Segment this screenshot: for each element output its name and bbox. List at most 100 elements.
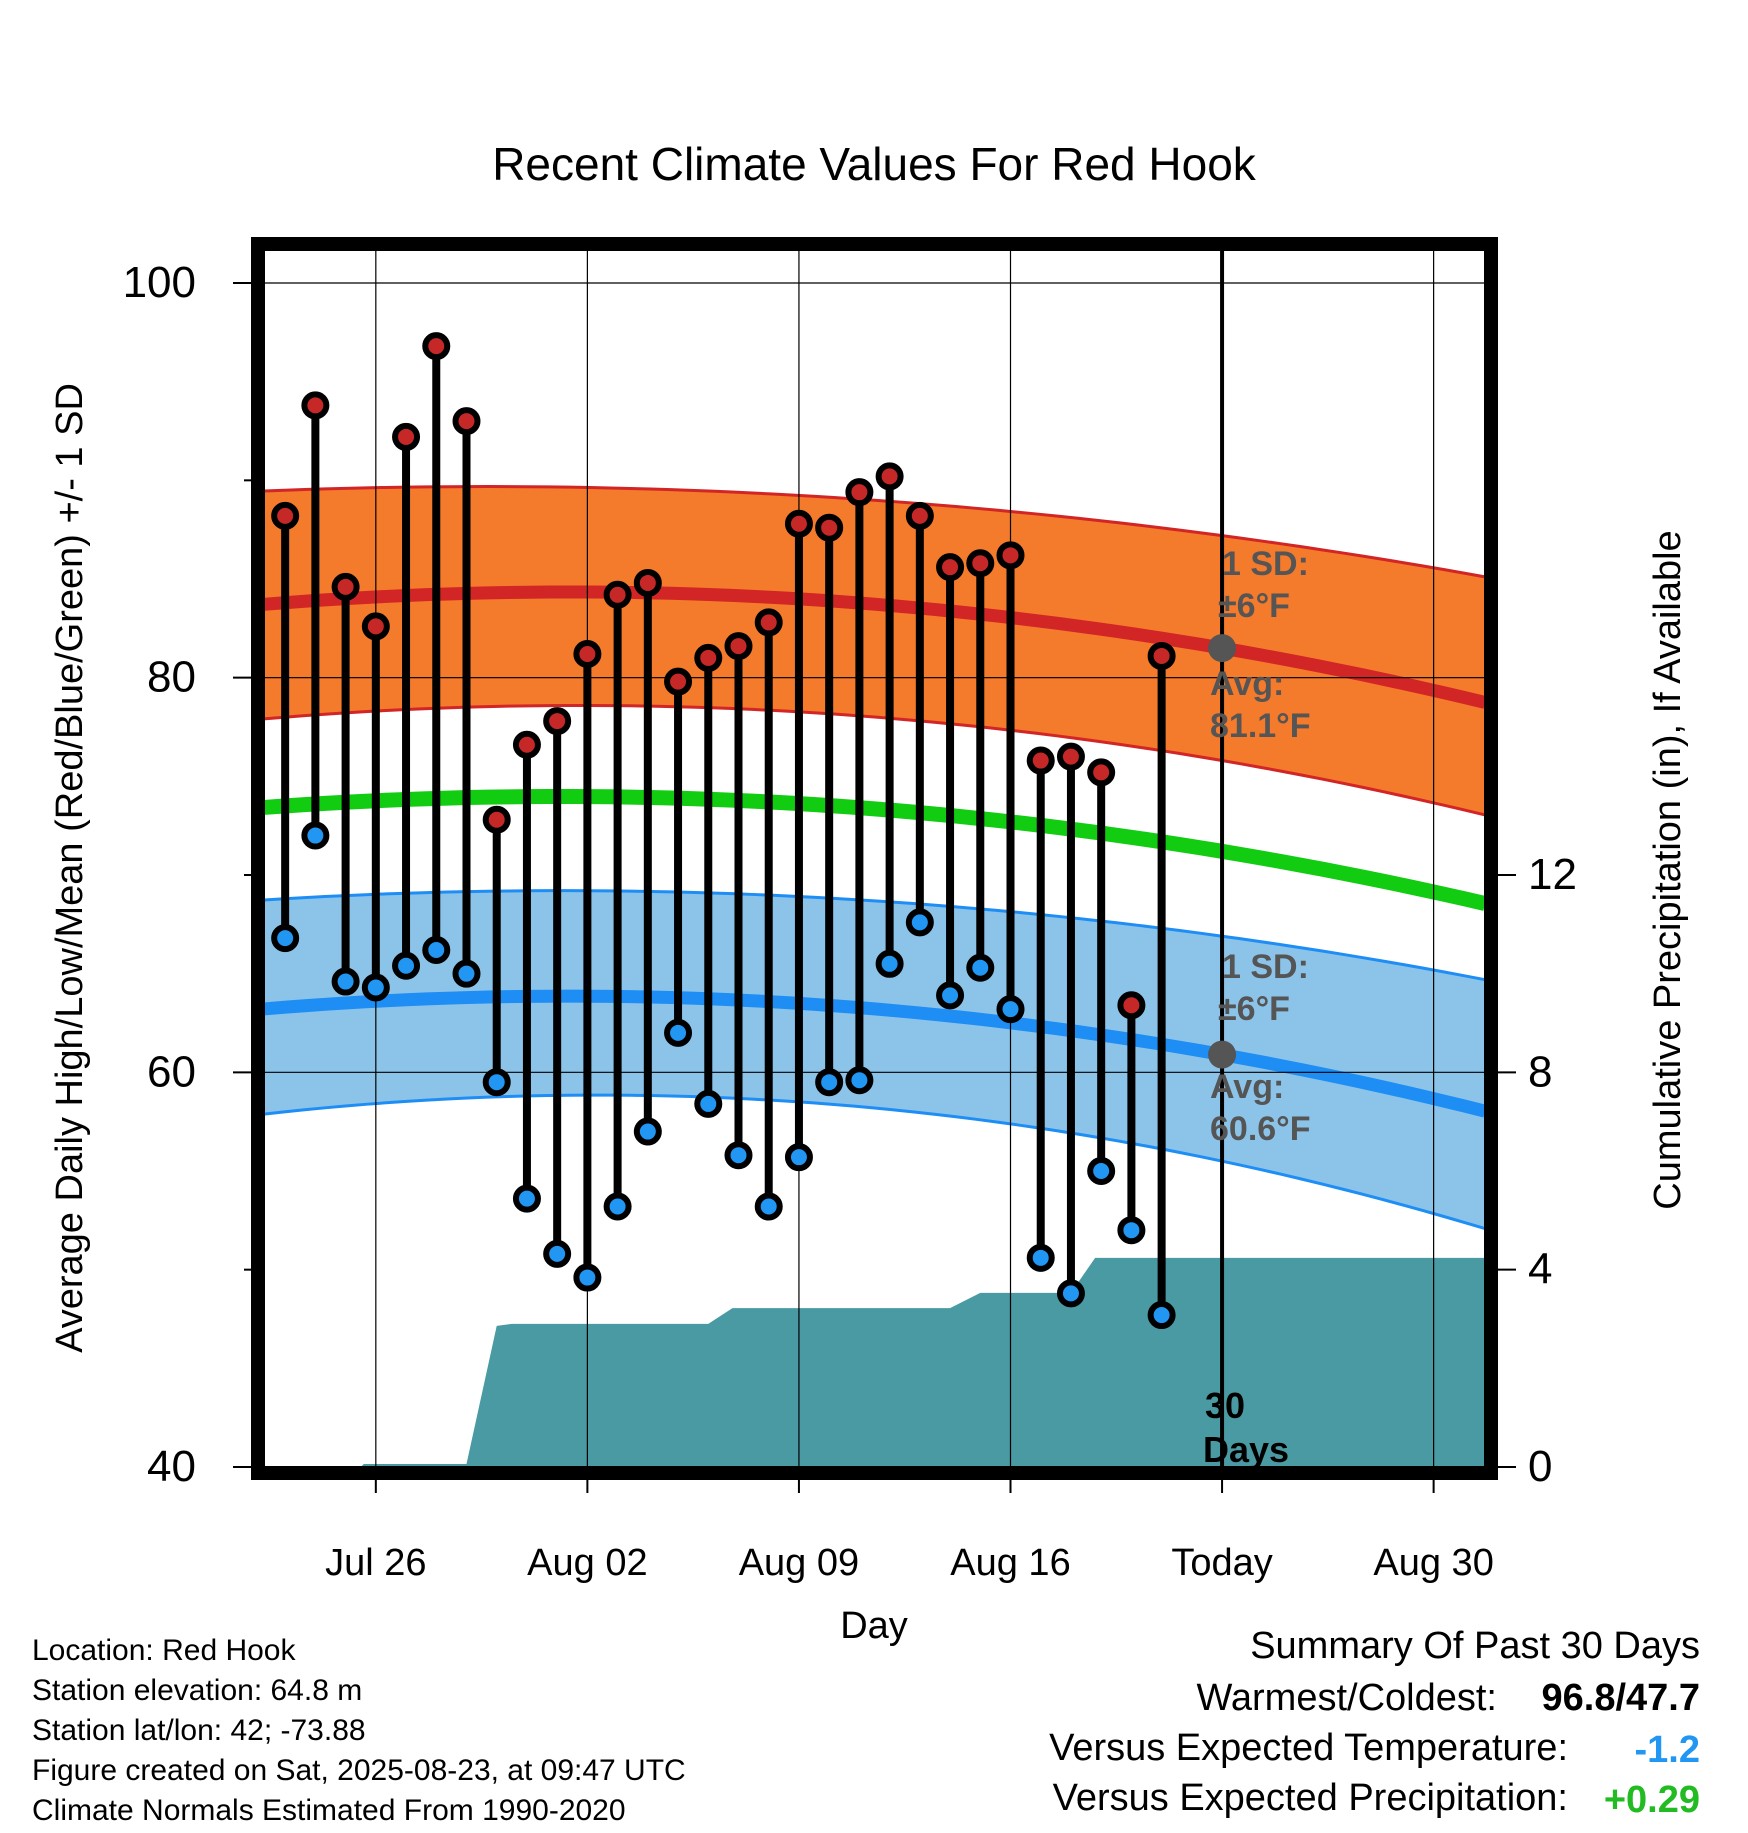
low-sd-band xyxy=(264,890,1485,1229)
precipitation-layer xyxy=(264,1257,1485,1467)
summary-title: Summary Of Past 30 Days xyxy=(1250,1625,1700,1667)
low-temp-point xyxy=(633,1117,662,1146)
low-temp-point xyxy=(482,1068,511,1097)
x-axis-title: Day xyxy=(840,1605,908,1647)
warm-cold-separator: / xyxy=(1615,1677,1626,1719)
high-temp-point xyxy=(331,572,360,601)
y-tick-label: 40 xyxy=(147,1442,196,1491)
summary-temp-value: -1.2 xyxy=(1635,1729,1700,1771)
x-tick-label: Aug 30 xyxy=(1373,1542,1493,1584)
high-temp-point xyxy=(301,391,330,420)
high-sd-label: 1 SD: xyxy=(1222,545,1309,583)
high-temp-point xyxy=(271,501,300,530)
summary-precip-value: +0.29 xyxy=(1604,1779,1700,1821)
y2-tick-label: 12 xyxy=(1528,850,1577,899)
low-temp-point xyxy=(754,1192,783,1221)
plot-frame-layer xyxy=(251,237,1498,1480)
low-temp-point xyxy=(301,821,330,850)
low-temp-point xyxy=(392,951,421,980)
low-temp-point xyxy=(603,1192,632,1221)
summary-warm-cold-label: Warmest/Coldest: xyxy=(1196,1677,1497,1719)
high-avg-value: 81.1°F xyxy=(1210,707,1311,745)
high-temp-point xyxy=(784,509,813,538)
info-location: Location: Red Hook xyxy=(32,1634,296,1667)
info-created: Figure created on Sat, 2025-08-23, at 09… xyxy=(32,1754,686,1787)
low-temp-point xyxy=(996,995,1025,1024)
high-temp-point xyxy=(936,553,965,582)
low-temp-point xyxy=(543,1239,572,1268)
high-temp-point xyxy=(573,639,602,668)
low-temp-point xyxy=(875,949,904,978)
low-temp-point xyxy=(1147,1301,1176,1330)
y-axis-right-title: Cumulative Precipitation (in), If Availa… xyxy=(1647,530,1689,1209)
chart-title: Recent Climate Values For Red Hook xyxy=(492,138,1257,190)
low-temp-point xyxy=(331,967,360,996)
x-tick-label: Aug 09 xyxy=(739,1542,859,1584)
info-elevation: Station elevation: 64.8 m xyxy=(32,1674,362,1707)
high-temp-point xyxy=(392,422,421,451)
low-sd-value: ±6°F xyxy=(1218,990,1290,1028)
summary-temp-label: Versus Expected Temperature: xyxy=(1049,1727,1568,1769)
high-temp-point xyxy=(633,568,662,597)
high-temp-point xyxy=(422,332,451,361)
low-temp-point xyxy=(1026,1243,1055,1272)
high-temp-point xyxy=(1056,742,1085,771)
low-temp-point xyxy=(815,1068,844,1097)
high-temp-point xyxy=(452,407,481,436)
info-latlon: Station lat/lon: 42; -73.88 xyxy=(32,1714,366,1747)
high-temp-point xyxy=(1117,991,1146,1020)
low-temp-point xyxy=(724,1141,753,1170)
x-tick-label: Aug 16 xyxy=(950,1542,1070,1584)
low-temp-point xyxy=(966,953,995,982)
y-axis-left-title: Average Daily High/Low/Mean (Red/Blue/Gr… xyxy=(49,383,91,1353)
axis-ticks-layer: Jul 26 Aug 02 Aug 09 Aug 16 Today Aug 3040608… xyxy=(123,258,1577,1584)
low-temp-point xyxy=(1087,1157,1116,1185)
daily-range-bars-layer xyxy=(271,332,1237,1330)
low-sd-label: 1 SD: xyxy=(1222,948,1309,986)
high-temp-point xyxy=(694,643,723,672)
high-temp-point xyxy=(1147,641,1176,670)
low-temp-point xyxy=(845,1066,874,1095)
summary-block: Summary Of Past 30 Days Warmest/Coldest:… xyxy=(1049,1625,1700,1821)
low-temp-point xyxy=(452,959,481,988)
low-temp-point xyxy=(905,908,934,937)
low-temp-point xyxy=(694,1089,723,1118)
station-info: Location: Red Hook Station elevation: 64… xyxy=(32,1634,686,1827)
low-temp-point xyxy=(664,1018,693,1047)
y2-tick-label: 0 xyxy=(1528,1442,1552,1491)
days-word: Days xyxy=(1203,1429,1289,1470)
x-tick-label: Today xyxy=(1171,1542,1272,1584)
low-temp-point xyxy=(784,1143,813,1172)
high-temp-point xyxy=(512,730,541,759)
y-tick-label: 100 xyxy=(123,258,196,307)
plot-frame xyxy=(251,237,1498,1480)
today-high-normal-marker xyxy=(1208,634,1237,663)
high-sd-value: ±6°F xyxy=(1218,587,1290,625)
today-low-normal-marker xyxy=(1208,1040,1237,1069)
high-avg-label: Avg: xyxy=(1210,665,1284,703)
high-temp-point xyxy=(845,478,874,507)
days-annotation: 30 Days xyxy=(1203,1385,1289,1470)
low-avg-value: 60.6°F xyxy=(1210,1110,1311,1148)
low-temp-point xyxy=(1056,1279,1085,1308)
summary-warm-cold-value: 96.8/47.7 xyxy=(1542,1677,1701,1719)
high-temp-point xyxy=(875,462,904,491)
low-temp-point xyxy=(1117,1216,1146,1245)
high-temp-point xyxy=(996,541,1025,570)
high-sd-band xyxy=(264,486,1485,815)
high-temp-point xyxy=(754,608,783,637)
coldest-value: 47.7 xyxy=(1626,1677,1700,1719)
high-temp-point xyxy=(815,513,844,542)
warmest-value: 96.8 xyxy=(1542,1677,1616,1719)
high-annotation: 1 SD: ±6°F Avg: 81.1°F 1 SD: ±6°F Avg: 6… xyxy=(1210,545,1311,1148)
high-temp-point xyxy=(1087,758,1116,787)
low-avg-label: Avg: xyxy=(1210,1068,1284,1106)
low-sd-lower-line xyxy=(263,1093,1486,1231)
summary-precip-label: Versus Expected Precipitation: xyxy=(1053,1777,1568,1819)
low-temp-point xyxy=(361,973,390,1002)
low-temp-point xyxy=(573,1263,602,1292)
y-tick-label: 80 xyxy=(147,653,196,702)
precipitation-area xyxy=(264,1257,1485,1467)
